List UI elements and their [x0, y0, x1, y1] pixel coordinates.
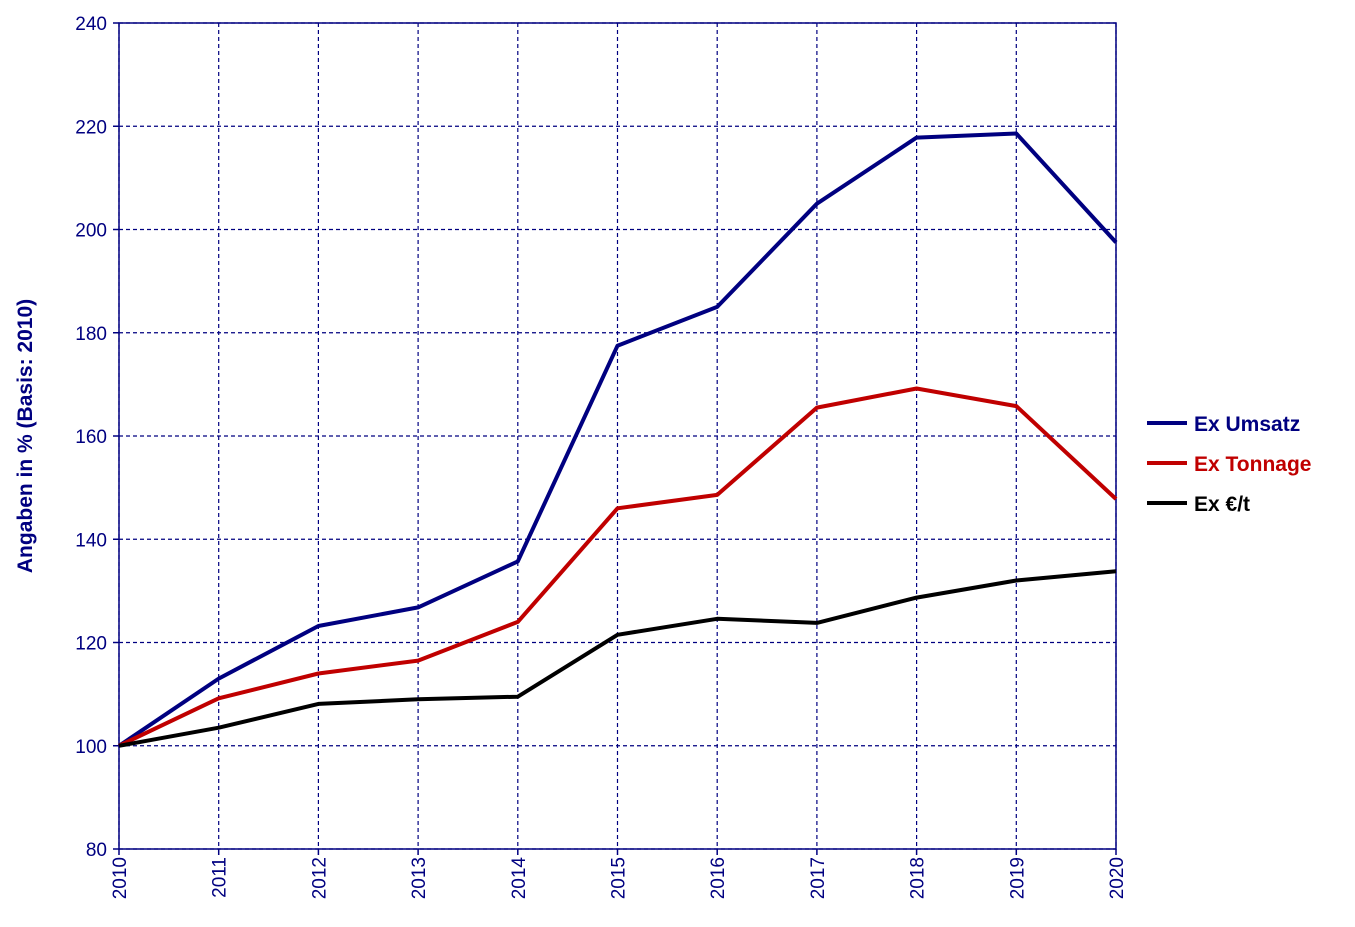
- series-line-1: [117, 131, 1118, 748]
- legend-label: Ex Umsatz: [1194, 413, 1300, 436]
- y-axis-ticks: 80 100 120 140 160 180 200 220 240: [75, 14, 119, 861]
- x-tick-label: 2013: [409, 857, 430, 899]
- x-tick-label: 2014: [509, 857, 530, 900]
- x-tick-label: 2010: [110, 857, 131, 899]
- legend: Ex Umsatz Ex Tonnage Ex €/t: [1147, 413, 1311, 516]
- x-tick-label: 2019: [1007, 857, 1028, 899]
- x-tick-label: 2016: [708, 857, 729, 899]
- x-tick-label: 2020: [1107, 857, 1128, 899]
- y-tick-label: 100: [75, 737, 107, 758]
- y-tick-label: 160: [75, 427, 107, 448]
- y-tick-label: 120: [75, 634, 107, 655]
- y-tick-label: 240: [75, 14, 107, 35]
- y-axis-label: Angaben in % (Basis: 2010): [14, 299, 37, 573]
- y-tick-label: 200: [75, 221, 107, 242]
- y-tick-label: 80: [86, 840, 107, 861]
- x-tick-label: 2017: [808, 857, 829, 899]
- x-tick-label: 2012: [309, 857, 330, 899]
- x-tick-label: 2011: [210, 857, 231, 898]
- series-line-3: [118, 569, 1117, 748]
- legend-label: Ex €/t: [1194, 493, 1250, 516]
- x-tick-label: 2018: [908, 857, 929, 899]
- y-tick-label: 140: [75, 530, 107, 551]
- series-lines: [117, 131, 1118, 748]
- series-line-2: [118, 386, 1118, 748]
- x-axis-ticks: 2010 2011 2012 2013 2014 2015 2016 2017 2018 2019…: [110, 849, 1128, 899]
- y-tick-label: 220: [75, 117, 107, 138]
- legend-label: Ex Tonnage: [1194, 453, 1311, 476]
- y-tick-label: 180: [75, 324, 107, 345]
- x-tick-label: 2015: [609, 857, 630, 899]
